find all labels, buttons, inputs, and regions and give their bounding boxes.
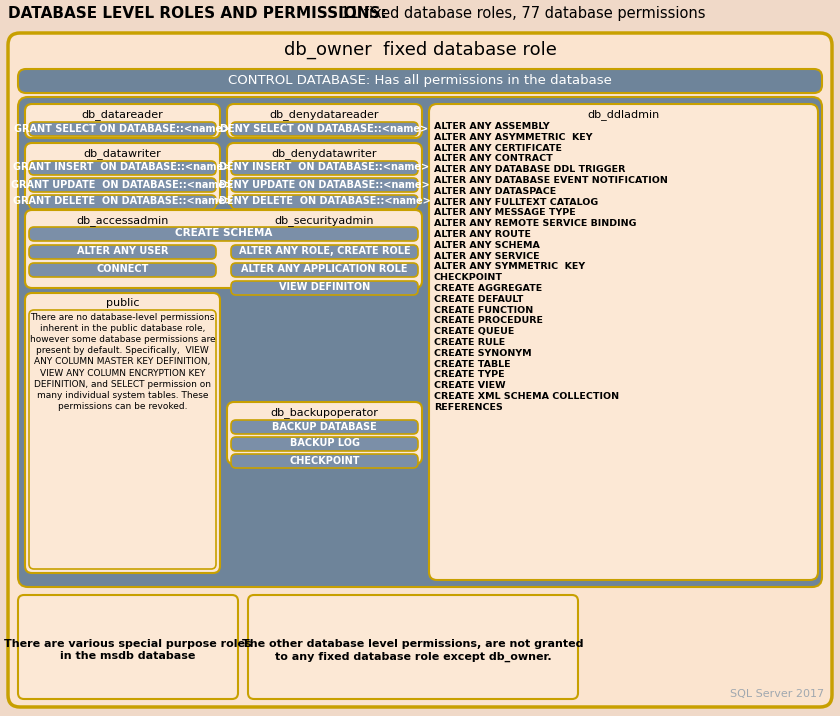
FancyBboxPatch shape — [29, 122, 216, 136]
Text: CREATE XML SCHEMA COLLECTION: CREATE XML SCHEMA COLLECTION — [434, 392, 619, 401]
Text: ALTER ANY APPLICATION ROLE: ALTER ANY APPLICATION ROLE — [241, 264, 407, 274]
FancyBboxPatch shape — [231, 437, 418, 451]
Text: DATABASE LEVEL ROLES AND PERMISSIONS:: DATABASE LEVEL ROLES AND PERMISSIONS: — [8, 6, 386, 21]
Text: db_ddladmin: db_ddladmin — [587, 109, 659, 120]
Text: CONNECT: CONNECT — [97, 264, 149, 274]
FancyBboxPatch shape — [231, 161, 418, 175]
Text: BACKUP DATABASE: BACKUP DATABASE — [272, 422, 377, 432]
Text: DENY INSERT  ON DATABASE::<name>: DENY INSERT ON DATABASE::<name> — [219, 163, 429, 173]
Text: ALTER ANY FULLTEXT CATALOG: ALTER ANY FULLTEXT CATALOG — [434, 198, 598, 207]
Text: CREATE TABLE: CREATE TABLE — [434, 359, 511, 369]
Text: ALTER ANY MESSAGE TYPE: ALTER ANY MESSAGE TYPE — [434, 208, 575, 218]
FancyBboxPatch shape — [29, 310, 216, 569]
Text: CHECKPOINT: CHECKPOINT — [434, 274, 503, 282]
Text: ALTER ANY ASSEMBLY: ALTER ANY ASSEMBLY — [434, 122, 549, 131]
FancyBboxPatch shape — [231, 195, 418, 209]
Text: db_accessadmin: db_accessadmin — [76, 215, 169, 226]
Text: ALTER ANY SERVICE: ALTER ANY SERVICE — [434, 251, 539, 261]
Text: REFERENCES: REFERENCES — [434, 403, 503, 412]
Text: CREATE PROCEDURE: CREATE PROCEDURE — [434, 316, 543, 325]
Text: db_datawriter: db_datawriter — [84, 148, 161, 159]
Text: db_denydatawriter: db_denydatawriter — [272, 148, 377, 159]
FancyBboxPatch shape — [25, 104, 220, 138]
FancyBboxPatch shape — [231, 245, 418, 259]
Text: ALTER ANY DATASPACE: ALTER ANY DATASPACE — [434, 187, 556, 195]
FancyBboxPatch shape — [29, 161, 216, 175]
Text: public: public — [106, 298, 139, 308]
Text: db_backupoperator: db_backupoperator — [270, 407, 379, 418]
FancyBboxPatch shape — [29, 178, 216, 192]
Text: ALTER ANY CERTIFICATE: ALTER ANY CERTIFICATE — [434, 144, 562, 153]
Text: DENY SELECT ON DATABASE::<name>: DENY SELECT ON DATABASE::<name> — [220, 123, 428, 133]
Text: VIEW DEFINITON: VIEW DEFINITON — [279, 283, 370, 293]
Text: SQL Server 2017: SQL Server 2017 — [730, 689, 824, 699]
FancyBboxPatch shape — [25, 210, 422, 288]
Text: ALTER ANY DATABASE EVENT NOTIFICATION: ALTER ANY DATABASE EVENT NOTIFICATION — [434, 176, 668, 185]
Text: db_securityadmin: db_securityadmin — [275, 215, 375, 226]
FancyBboxPatch shape — [227, 104, 422, 138]
FancyBboxPatch shape — [8, 33, 832, 707]
Text: ALTER ANY SYMMETRIC  KEY: ALTER ANY SYMMETRIC KEY — [434, 262, 585, 271]
FancyBboxPatch shape — [429, 104, 818, 580]
Text: ALTER ANY SCHEMA: ALTER ANY SCHEMA — [434, 241, 540, 250]
FancyBboxPatch shape — [231, 281, 418, 295]
Text: ALTER ANY CONTRACT: ALTER ANY CONTRACT — [434, 155, 553, 163]
Text: ALTER ANY ASYMMETRIC  KEY: ALTER ANY ASYMMETRIC KEY — [434, 132, 592, 142]
FancyBboxPatch shape — [18, 69, 822, 93]
Text: CREATE DEFAULT: CREATE DEFAULT — [434, 295, 523, 304]
Text: ALTER ANY ROUTE: ALTER ANY ROUTE — [434, 230, 531, 239]
Text: ALTER ANY USER: ALTER ANY USER — [76, 246, 168, 256]
Text: CONTROL DATABASE: Has all permissions in the database: CONTROL DATABASE: Has all permissions in… — [228, 74, 612, 87]
FancyBboxPatch shape — [227, 143, 422, 205]
Text: The other database level permissions, are not granted
to any fixed database role: The other database level permissions, ar… — [242, 639, 584, 662]
FancyBboxPatch shape — [231, 420, 418, 434]
FancyBboxPatch shape — [29, 195, 216, 209]
Text: GRANT DELETE  ON DATABASE::<name>: GRANT DELETE ON DATABASE::<name> — [13, 196, 233, 206]
FancyBboxPatch shape — [231, 263, 418, 277]
FancyBboxPatch shape — [231, 178, 418, 192]
Text: CREATE VIEW: CREATE VIEW — [434, 381, 506, 390]
FancyBboxPatch shape — [29, 245, 216, 259]
Text: db_owner  fixed database role: db_owner fixed database role — [284, 41, 556, 59]
Text: ALTER ANY DATABASE DDL TRIGGER: ALTER ANY DATABASE DDL TRIGGER — [434, 165, 625, 174]
FancyBboxPatch shape — [18, 97, 822, 587]
FancyBboxPatch shape — [29, 263, 216, 277]
Text: GRANT INSERT  ON DATABASE::<name>: GRANT INSERT ON DATABASE::<name> — [13, 163, 232, 173]
FancyBboxPatch shape — [248, 595, 578, 699]
Text: GRANT SELECT ON DATABASE::<name>: GRANT SELECT ON DATABASE::<name> — [14, 123, 231, 133]
Text: CREATE FUNCTION: CREATE FUNCTION — [434, 306, 533, 314]
Text: ALTER ANY REMOTE SERVICE BINDING: ALTER ANY REMOTE SERVICE BINDING — [434, 219, 637, 228]
Text: There are no database-level permissions
inherent in the public database role,
ho: There are no database-level permissions … — [29, 313, 215, 411]
Text: CHECKPOINT: CHECKPOINT — [289, 455, 360, 465]
Text: GRANT UPDATE  ON DATABASE::<name>: GRANT UPDATE ON DATABASE::<name> — [12, 180, 234, 190]
FancyBboxPatch shape — [29, 227, 418, 241]
Text: 11 fixed database roles, 77 database permissions: 11 fixed database roles, 77 database per… — [336, 6, 706, 21]
Text: CREATE RULE: CREATE RULE — [434, 338, 505, 347]
Text: BACKUP LOG: BACKUP LOG — [290, 438, 360, 448]
FancyBboxPatch shape — [231, 454, 418, 468]
FancyBboxPatch shape — [227, 402, 422, 464]
FancyBboxPatch shape — [18, 595, 238, 699]
Text: CREATE AGGREGATE: CREATE AGGREGATE — [434, 284, 543, 293]
Text: CREATE SYNONYM: CREATE SYNONYM — [434, 349, 532, 358]
FancyBboxPatch shape — [231, 122, 418, 136]
Text: db_denydatareader: db_denydatareader — [270, 109, 379, 120]
Text: CREATE QUEUE: CREATE QUEUE — [434, 327, 514, 337]
Text: DENY DELETE  ON DATABASE::<name>: DENY DELETE ON DATABASE::<name> — [218, 196, 430, 206]
FancyBboxPatch shape — [25, 293, 220, 573]
Text: DENY UPDATE ON DATABASE::<name>: DENY UPDATE ON DATABASE::<name> — [219, 180, 430, 190]
Text: CREATE SCHEMA: CREATE SCHEMA — [175, 228, 272, 238]
Text: CREATE TYPE: CREATE TYPE — [434, 370, 505, 379]
Text: db_datareader: db_datareader — [81, 109, 163, 120]
FancyBboxPatch shape — [25, 143, 220, 205]
Text: ALTER ANY ROLE, CREATE ROLE: ALTER ANY ROLE, CREATE ROLE — [239, 246, 410, 256]
Text: There are various special purpose roles
in the msdb database: There are various special purpose roles … — [4, 639, 252, 662]
